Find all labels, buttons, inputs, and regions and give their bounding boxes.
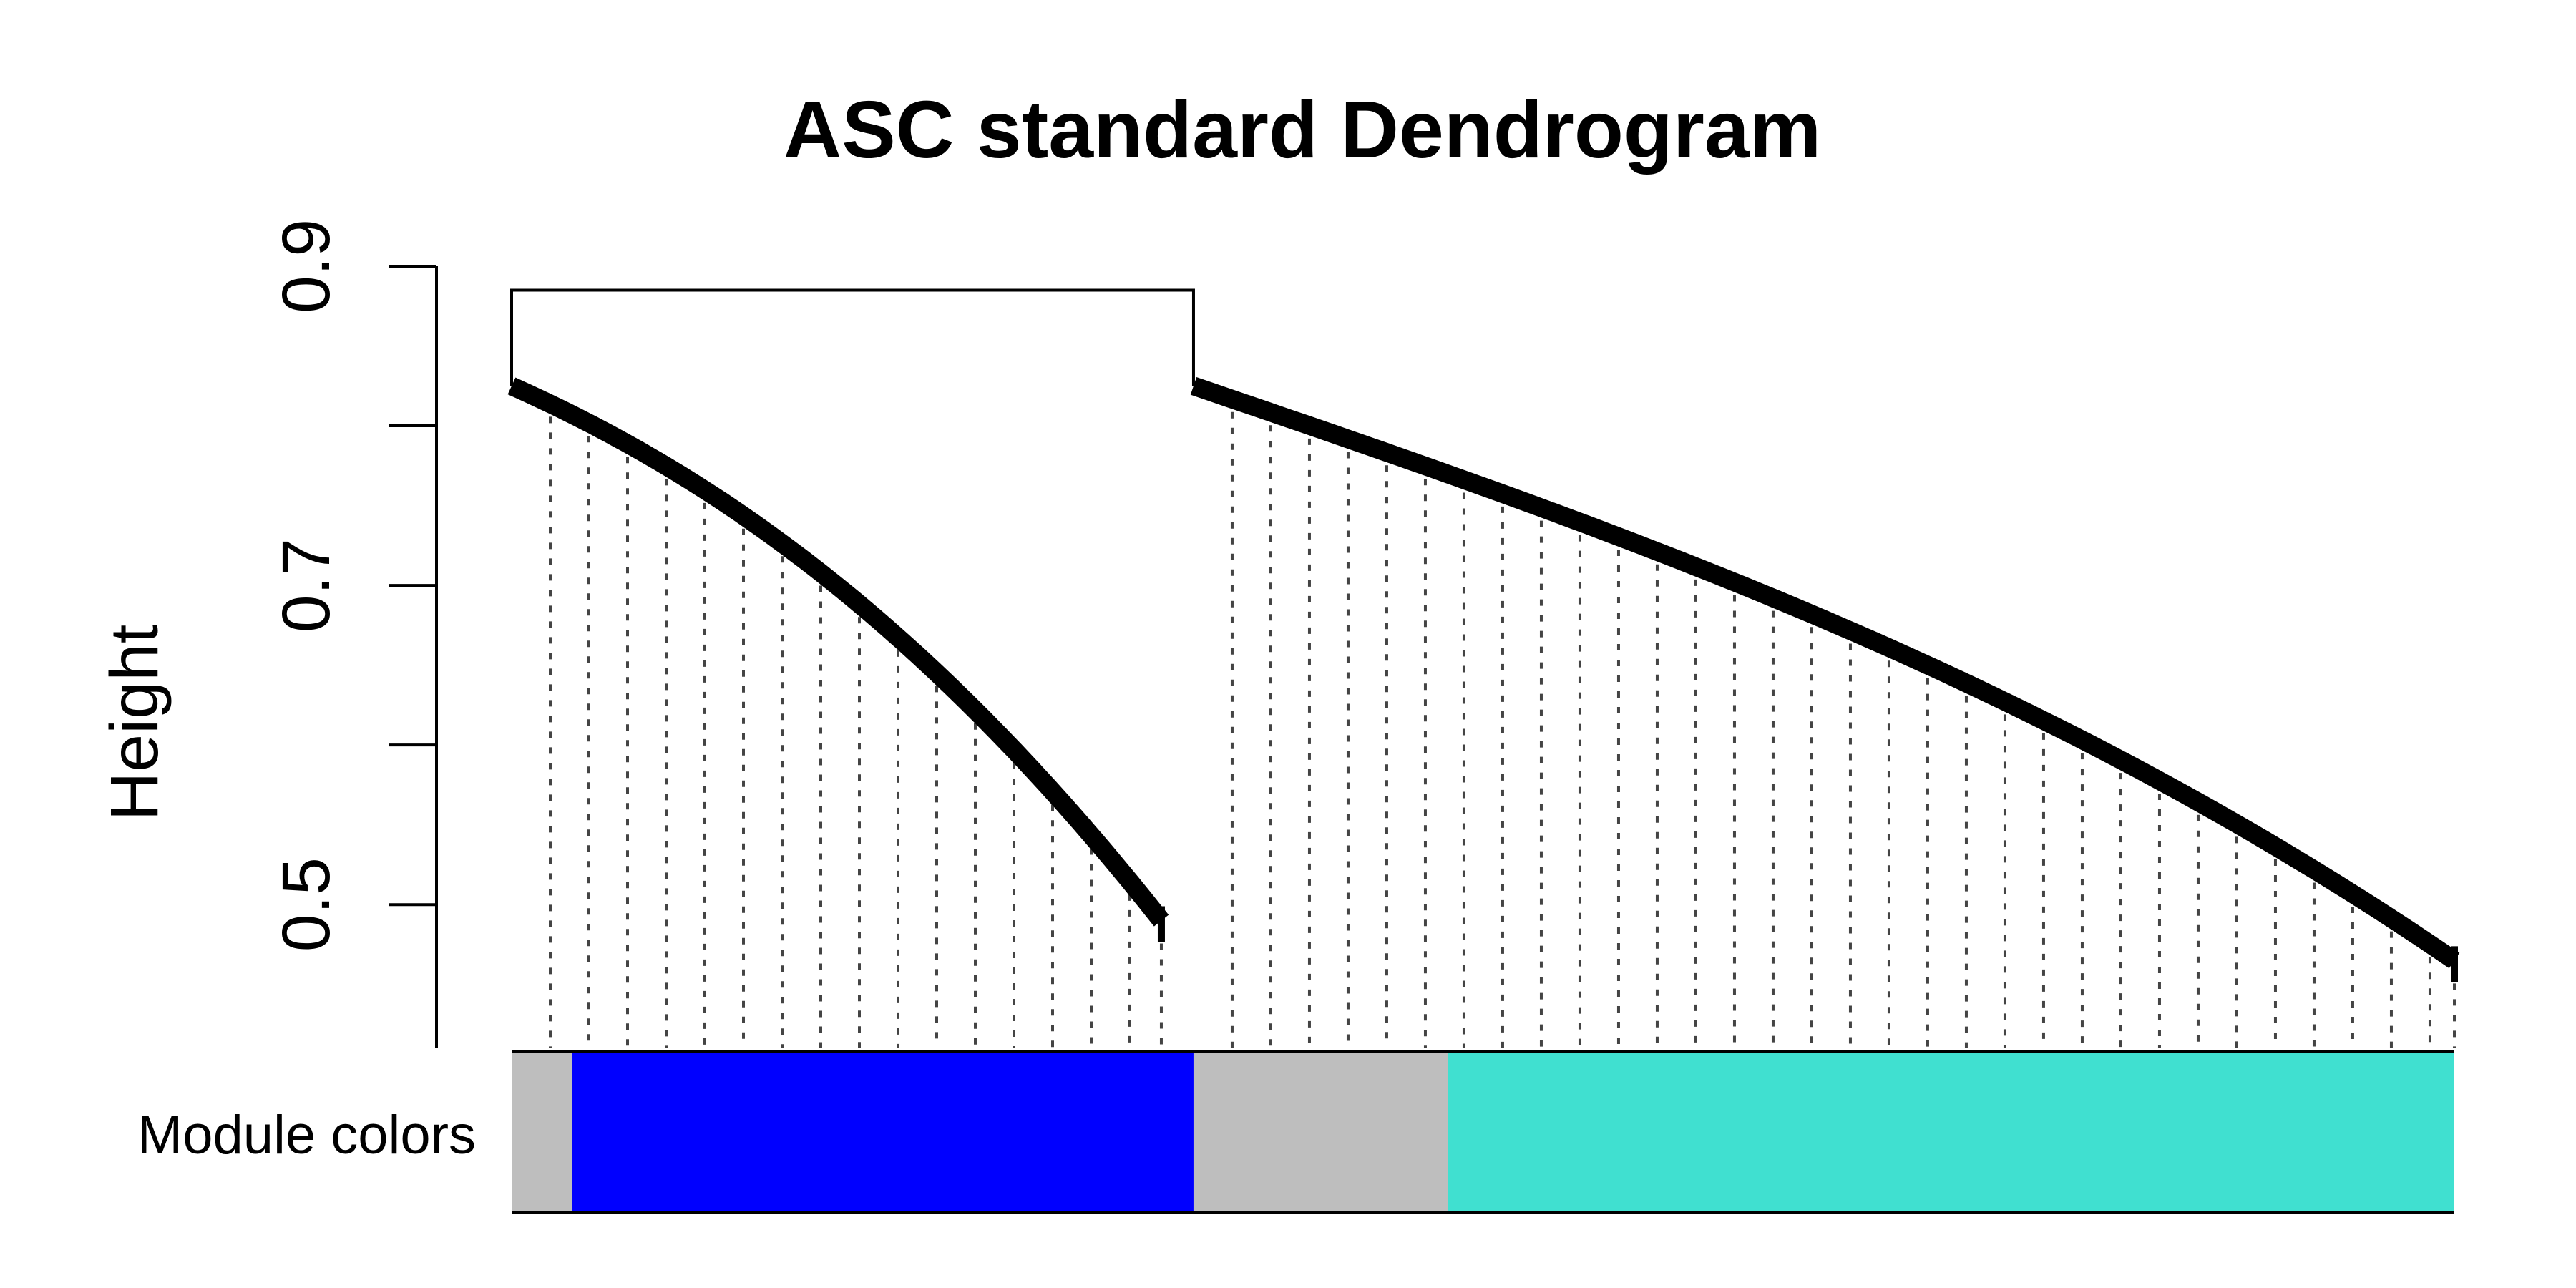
y-tick-label: 0.5 (268, 857, 344, 952)
module-color-bar (512, 1050, 2454, 1214)
y-axis: 0.5 0.7 0.9 (268, 219, 438, 1048)
module-colors-label: Module colors (137, 1105, 476, 1166)
color-segment (572, 1052, 1194, 1213)
y-axis-label: Height (97, 625, 172, 821)
branch-curve (507, 377, 1169, 927)
leaf-lines (549, 411, 2456, 1048)
chart-title: ASC standard Dendrogram (784, 84, 1821, 175)
branch-curve (1190, 376, 2460, 969)
color-segment (1448, 1052, 2454, 1213)
root-merge (510, 288, 1195, 386)
color-segment (1193, 1052, 1448, 1213)
y-tick-label: 0.7 (268, 538, 344, 633)
dendrogram-branches (507, 288, 2460, 982)
y-tick-label: 0.9 (268, 219, 344, 313)
color-segment (512, 1052, 572, 1213)
